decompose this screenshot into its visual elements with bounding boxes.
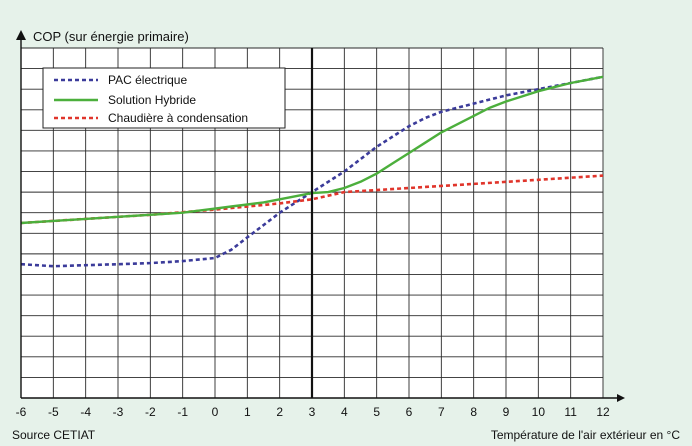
legend: PAC électrique Solution Hybride Chaudièr… xyxy=(42,67,286,129)
x-tick-label: 5 xyxy=(373,405,380,419)
x-tick-label: 4 xyxy=(341,405,348,419)
x-tick-label: 0 xyxy=(212,405,219,419)
x-tick-label: -6 xyxy=(16,405,27,419)
x-tick-label: -3 xyxy=(113,405,124,419)
legend-label-chaudiere: Chaudière à condensation xyxy=(108,111,248,125)
x-tick-label: 1 xyxy=(244,405,251,419)
x-tick-label: 3 xyxy=(309,405,316,419)
x-tick-label: 7 xyxy=(438,405,445,419)
axes xyxy=(20,40,625,402)
x-tick-label: -5 xyxy=(48,405,59,419)
y-axis-arrow-icon xyxy=(16,30,26,40)
x-axis-label: Température de l'air extérieur en °C xyxy=(491,428,681,442)
x-tick-label: -1 xyxy=(177,405,188,419)
y-axis-label: COP (sur énergie primaire) xyxy=(33,29,189,44)
legend-label-hybride: Solution Hybride xyxy=(108,93,196,107)
series-line-0 xyxy=(20,75,604,268)
x-tick-label: 8 xyxy=(470,405,477,419)
x-tick-label: 6 xyxy=(406,405,413,419)
x-axis-arrow-icon xyxy=(617,394,625,402)
x-tick-label: 2 xyxy=(276,405,283,419)
legend-label-pac: PAC électrique xyxy=(108,73,187,87)
series-line-1 xyxy=(20,75,604,225)
source-label: Source CETIAT xyxy=(12,428,96,442)
x-tick-label: 12 xyxy=(596,405,610,419)
x-tick-label: -4 xyxy=(80,405,91,419)
x-tick-label: 9 xyxy=(503,405,510,419)
x-tick-label: -2 xyxy=(145,405,156,419)
x-tick-label: 10 xyxy=(532,405,546,419)
x-tick-label: 11 xyxy=(564,405,577,419)
series-layer xyxy=(20,75,604,268)
x-tick-labels: -6 -5 -4 -3 -2 -1 0 1 2 3 4 5 6 7 8 9 10 11 12 xyxy=(16,405,610,419)
